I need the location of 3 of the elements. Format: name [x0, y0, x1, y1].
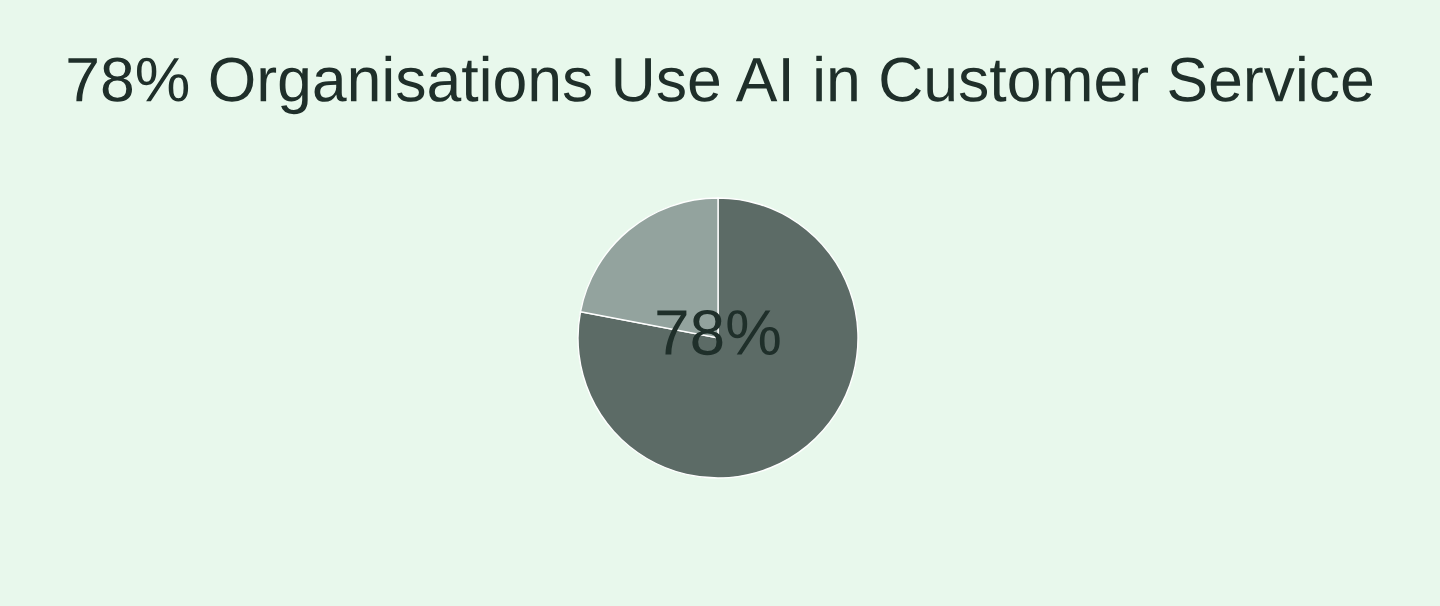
- chart-title: 78% Organisations Use AI in Customer Service: [68, 55, 1373, 115]
- text: 78%: [657, 309, 780, 356]
- pie-slice: [577, 197, 859, 479]
